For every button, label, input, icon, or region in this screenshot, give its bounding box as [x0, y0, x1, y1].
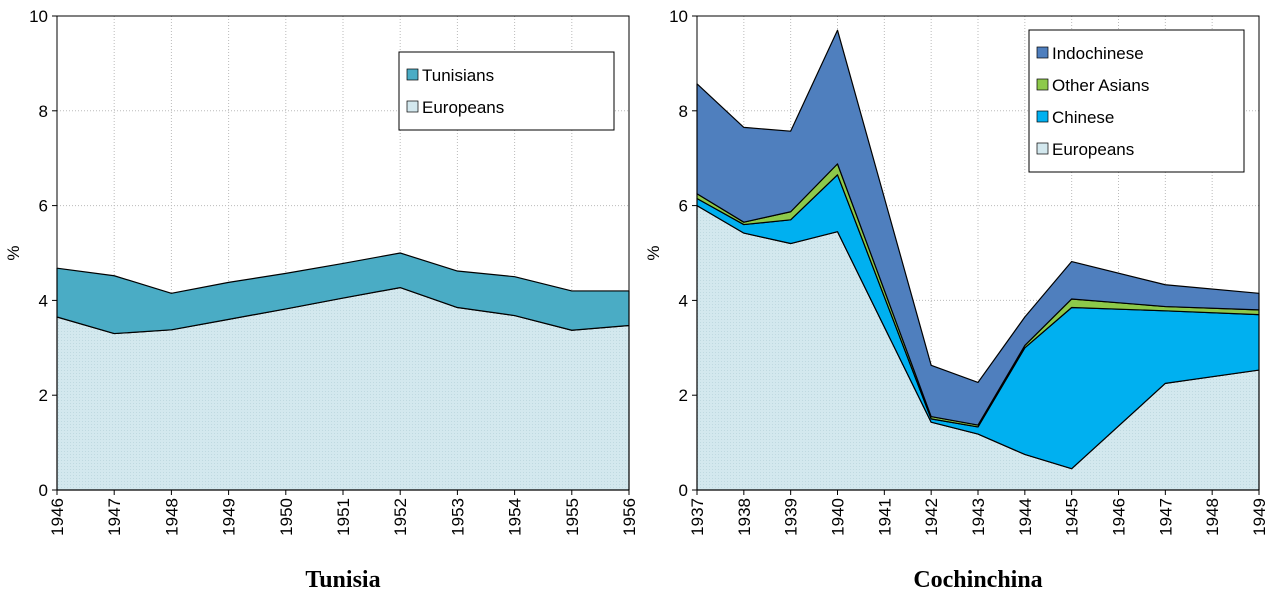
- y-tick-label: 4: [679, 291, 688, 310]
- plot-frame: [56, 15, 630, 491]
- y-tick-label: 6: [679, 197, 688, 216]
- x-tick-label: 1956: [620, 498, 639, 536]
- legend: Indochinese Other Asians Chinese Europeans: [1028, 29, 1245, 173]
- y-axis-label: %: [644, 245, 663, 260]
- x-tick-label: 1945: [1063, 498, 1082, 536]
- y-tick-label: 2: [679, 386, 688, 405]
- y-tick-label: 8: [679, 102, 688, 121]
- legend-label: Tunisians: [422, 66, 494, 85]
- legend-swatch: [1036, 142, 1049, 155]
- y-tick-label: 4: [39, 291, 48, 310]
- x-tick-label: 1954: [506, 498, 525, 536]
- legend-box: [398, 51, 615, 131]
- x-tick-label: 1950: [277, 498, 296, 536]
- legend-box: [1028, 29, 1245, 173]
- legend-label: Chinese: [1052, 108, 1114, 127]
- x-tick-label: 1949: [1250, 498, 1267, 536]
- chart-title: Cochinchina: [913, 567, 1042, 593]
- y-tick-label: 0: [679, 481, 688, 500]
- legend-swatch: [406, 68, 419, 81]
- x-tick-label: 1942: [922, 498, 941, 536]
- x-tick-label: 1943: [969, 498, 988, 536]
- x-tick-label: 1946: [1110, 498, 1129, 536]
- legend-label: Other Asians: [1052, 76, 1149, 95]
- legend-swatch: [406, 100, 419, 113]
- x-tick-label: 1944: [1016, 498, 1035, 536]
- chart-title: Tunisia: [305, 567, 380, 593]
- y-tick-label: 0: [39, 481, 48, 500]
- x-tick-label: 1948: [162, 498, 181, 536]
- x-tick-label: 1953: [448, 498, 467, 536]
- y-tick-label: 6: [39, 197, 48, 216]
- x-tick-label: 1941: [875, 498, 894, 536]
- x-tick-label: 1952: [391, 498, 410, 536]
- legend-swatch: [1036, 78, 1049, 91]
- legend: Tunisians Europeans: [398, 51, 615, 131]
- chart: 0 2 4 6 8 10 1937 1938 1939 1940 1941 1942 1943 1944 1…: [644, 7, 1267, 593]
- chart: 0 2 4 6 8 10 1946 1947 1948 1949 1950 1951 1952 1953 1…: [4, 7, 639, 593]
- y-tick-label: 10: [29, 7, 48, 26]
- plot-frame: [696, 15, 1260, 491]
- x-tick-label: 1947: [105, 498, 124, 536]
- legend-label: Europeans: [422, 98, 504, 117]
- legend-swatch: [1036, 110, 1049, 123]
- legend-label: Indochinese: [1052, 44, 1144, 63]
- x-tick-label: 1947: [1156, 498, 1175, 536]
- y-tick-label: 2: [39, 386, 48, 405]
- x-tick-label: 1939: [782, 498, 801, 536]
- x-tick-label: 1948: [1203, 498, 1222, 536]
- y-tick-label: 10: [669, 7, 688, 26]
- x-tick-label: 1946: [48, 498, 67, 536]
- x-tick-label: 1955: [563, 498, 582, 536]
- legend-label: Europeans: [1052, 140, 1134, 159]
- x-tick-label: 1937: [688, 498, 707, 536]
- x-tick-label: 1949: [220, 498, 239, 536]
- legend-swatch: [1036, 46, 1049, 59]
- x-tick-label: 1940: [829, 498, 848, 536]
- x-tick-label: 1938: [735, 498, 754, 536]
- x-tick-label: 1951: [334, 498, 353, 536]
- y-axis-label: %: [4, 245, 23, 260]
- y-tick-label: 8: [39, 102, 48, 121]
